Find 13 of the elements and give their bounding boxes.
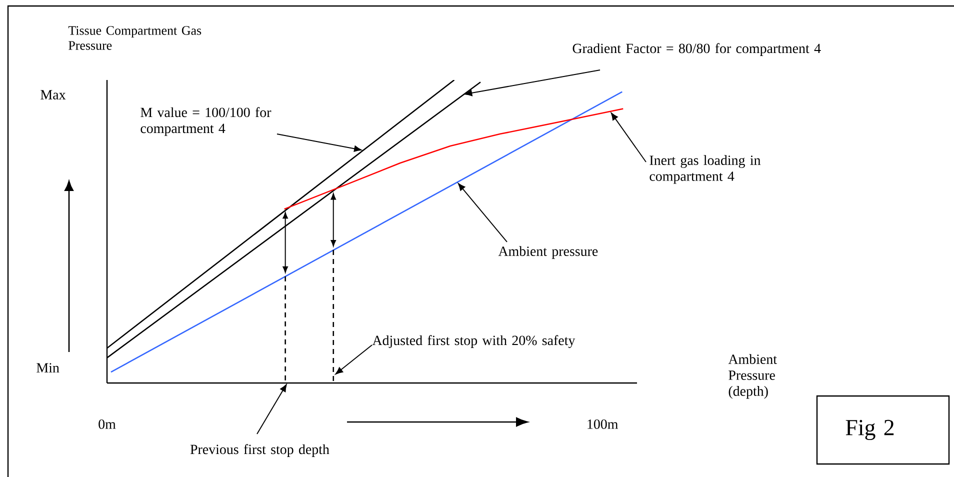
text: Min xyxy=(36,363,60,372)
annotation: Ambient pressure xyxy=(498,246,598,259)
y-axis-title: Tissue Compartment Gas Pressure xyxy=(68,26,202,50)
annotation: Gradient Factor = 80/80 for compartment 4 xyxy=(572,43,821,56)
annotation: Inert gas loading in compartment 4 xyxy=(650,155,761,184)
text: Max xyxy=(40,90,66,100)
x-tick-label: 0m xyxy=(98,419,116,429)
annotation: M value = 100/100 for compartment 4 xyxy=(140,107,272,136)
x-tick-label: 100m xyxy=(588,419,618,429)
annotation: Adjusted first stop with 20% safety xyxy=(372,335,576,348)
annotation: Previous first stop depth xyxy=(190,444,330,457)
caption: Fig 2 xyxy=(846,420,894,440)
text: Ambient Pressure (depth) xyxy=(728,354,777,399)
